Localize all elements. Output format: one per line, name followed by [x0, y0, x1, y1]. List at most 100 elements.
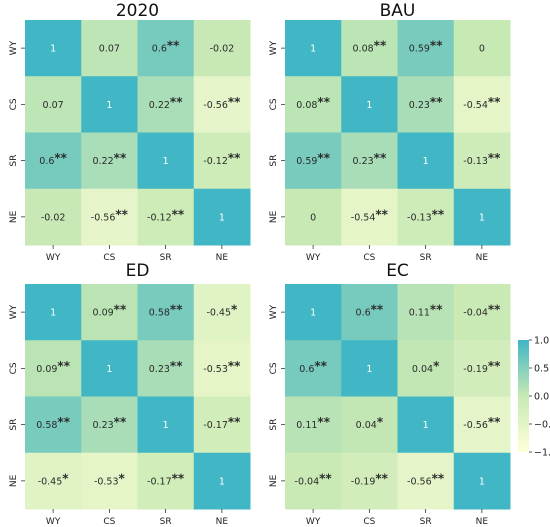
panel-title: ED — [126, 261, 150, 281]
cell-label: 0 — [479, 44, 485, 55]
heatmap-cell — [285, 284, 342, 341]
cell-label: -0.53* — [94, 471, 126, 487]
y-tick-label: CS — [269, 98, 279, 110]
heatmap-panel-1: 2020 1 0.07 0.6** -0.02 0.07 1 0.22** -0.56** 0.6… — [9, 1, 251, 263]
cell-label: 0.22** — [93, 151, 127, 167]
cell-label: 0.58** — [149, 303, 183, 319]
x-tick-label: CS — [363, 517, 375, 527]
cell-label: -0.12** — [203, 151, 241, 167]
cell-label: -0.56** — [91, 207, 129, 223]
y-tick-label: NE — [9, 210, 19, 223]
x-tick-label: NE — [476, 253, 489, 263]
heatmap-cell — [193, 76, 251, 133]
y-tick-label: WY — [269, 304, 279, 319]
cell-label: -0.54** — [351, 207, 389, 223]
y-tick-label: CS — [9, 362, 19, 374]
cell-label: 1 — [423, 156, 429, 167]
heatmap-cell — [193, 284, 251, 341]
heatmap-cell — [285, 396, 342, 454]
heatmap-cell — [137, 20, 195, 77]
y-tick-label: WY — [269, 40, 279, 55]
cell-label: -0.02 — [210, 44, 235, 55]
cell-label: -0.56** — [203, 95, 241, 111]
heatmap-cell — [25, 284, 82, 341]
heatmap-cell — [341, 76, 398, 133]
heatmap-cell — [193, 132, 251, 190]
heatmap-cell — [81, 132, 138, 190]
heatmap-panel-2: BAU 1 0.08** 0.59** 0 0.08** 1 0.23** -0.54** 0.5… — [269, 1, 511, 263]
heatmap-cell — [341, 396, 398, 454]
heatmap-cell — [453, 132, 511, 190]
heatmap-cell — [81, 20, 138, 77]
cell-label: 0.6** — [299, 359, 327, 375]
cell-label: -0.17** — [147, 471, 185, 487]
heatmap-cell — [397, 396, 455, 454]
heatmap-cell — [25, 20, 82, 77]
cell-label: 0.22** — [149, 95, 183, 111]
heatmap-panel-3: ED 1 0.09** 0.58** -0.45* 0.09** 1 0.23** -0.53*… — [9, 261, 251, 527]
cell-label: 0.6** — [152, 39, 180, 55]
heatmap-cell — [453, 20, 511, 77]
panel-title: EC — [386, 261, 409, 281]
cell-label: 1 — [50, 308, 56, 319]
y-tick-label: NE — [9, 474, 19, 487]
cell-label: 1 — [479, 212, 485, 223]
cell-label: -0.45* — [38, 471, 70, 487]
x-tick-label: WY — [306, 253, 321, 263]
cell-label: -0.04** — [295, 471, 333, 487]
heatmap-panel-4: EC 1 0.6** 0.11** -0.04** 0.6** 1 0.04* -0.19** 0… — [269, 261, 511, 527]
heatmap-cell — [285, 340, 342, 397]
cell-label: -0.17** — [203, 415, 241, 431]
heatmap-cell — [285, 76, 342, 133]
heatmap-cell — [25, 132, 82, 190]
heatmap-cell — [453, 340, 511, 397]
cell-label: 0.6** — [356, 303, 384, 319]
cell-label: 1 — [219, 476, 225, 487]
heatmap-cell — [137, 188, 195, 246]
y-tick-label: SR — [269, 419, 279, 431]
colorbar-tick-label: 0.0 — [534, 392, 549, 403]
heatmap-cell — [137, 340, 195, 397]
cell-label: 0.07 — [43, 100, 64, 111]
heatmap-cell — [25, 396, 82, 454]
heatmap-cell — [285, 132, 342, 190]
cell-label: 0.09** — [93, 303, 127, 319]
cell-label: 0.6** — [39, 151, 67, 167]
heatmap-cell — [397, 20, 455, 77]
cell-label: 1 — [310, 44, 316, 55]
heatmap-cell — [137, 396, 195, 454]
heatmap-cell — [81, 340, 138, 397]
x-tick-label: SR — [420, 253, 432, 263]
cell-label: 1 — [366, 100, 372, 111]
heatmap-cell — [193, 452, 251, 510]
cell-label: -0.56** — [463, 415, 501, 431]
heatmap-cell — [397, 452, 455, 510]
cell-label: -0.04** — [463, 303, 501, 319]
heatmap-cell — [397, 284, 455, 341]
heatmap-cell — [397, 132, 455, 190]
cell-label: 0.23** — [149, 359, 183, 375]
heatmap-cell — [341, 132, 398, 190]
colorbar-tick-label: −0.5 — [534, 420, 550, 431]
heatmap-cell — [137, 452, 195, 510]
heatmap-cell — [193, 188, 251, 246]
cell-label: -0.02 — [41, 212, 66, 223]
cell-label: 0.11** — [409, 303, 443, 319]
heatmap-cell — [137, 76, 195, 133]
heatmap-cell — [137, 132, 195, 190]
heatmap-cell — [25, 188, 82, 246]
cell-label: 1 — [423, 420, 429, 431]
cell-label: -0.45* — [206, 303, 238, 319]
cell-label: -0.53** — [203, 359, 241, 375]
cell-label: -0.19** — [351, 471, 389, 487]
heatmap-cell — [341, 452, 398, 510]
cell-label: -0.13** — [463, 151, 501, 167]
heatmap-cell — [397, 76, 455, 133]
cell-label: -0.12** — [147, 207, 185, 223]
cell-label: 1 — [163, 420, 169, 431]
y-tick-label: CS — [9, 98, 19, 110]
cell-label: 0.04* — [356, 415, 384, 431]
heatmap-cell — [81, 188, 138, 246]
cell-label: -0.13** — [407, 207, 445, 223]
panel-title: 2020 — [116, 1, 159, 21]
